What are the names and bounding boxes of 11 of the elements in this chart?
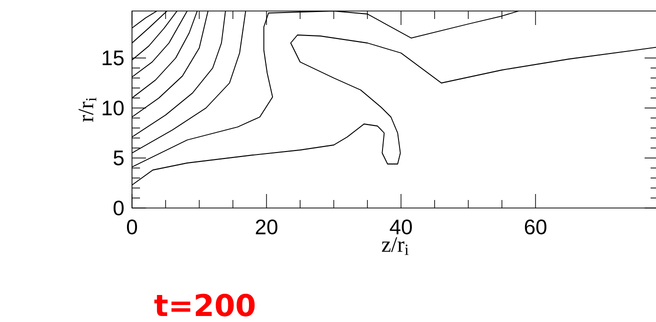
x-tick-label: 20 [256,220,278,234]
x-tick-label: 0 [126,220,138,234]
y-tick-label: 5 [114,150,124,166]
y-tick-label: 10 [102,100,124,116]
x-tick-label: 60 [524,220,546,234]
text: t=200 [154,294,255,316]
y-axis-title: r/r$_{i}$ [78,98,96,122]
y-tick-label: 15 [102,50,124,66]
y-tick-label: 0 [114,200,124,216]
x-axis-title: z/r$_{i}$ [382,237,408,255]
x-tick-label: 40 [390,220,412,234]
